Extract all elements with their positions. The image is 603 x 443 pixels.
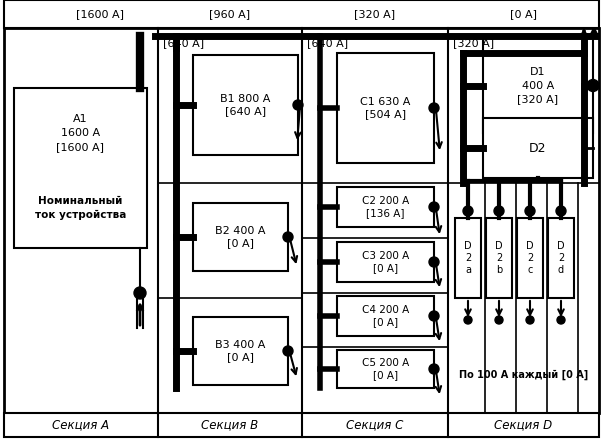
Text: C1 630 А
[504 А]: C1 630 А [504 А] — [361, 97, 411, 119]
Circle shape — [526, 316, 534, 324]
Bar — [193, 317, 288, 385]
Circle shape — [293, 100, 303, 110]
Circle shape — [494, 206, 504, 216]
Text: D
2
d: D 2 d — [557, 241, 565, 275]
Text: D
2
a: D 2 a — [464, 241, 472, 275]
Text: D
2
b: D 2 b — [495, 241, 503, 275]
Bar — [14, 88, 147, 248]
Text: По 100 А каждый [0 А]: По 100 А каждый [0 А] — [459, 370, 588, 380]
Text: B3 400 А
[0 А]: B3 400 А [0 А] — [215, 340, 266, 362]
Text: C2 200 А
[136 А]: C2 200 А [136 А] — [362, 196, 409, 218]
Circle shape — [429, 257, 439, 267]
Text: [1600 А]: [1600 А] — [76, 9, 124, 19]
Text: [320 А]: [320 А] — [355, 9, 396, 19]
Bar — [337, 296, 434, 336]
Text: D
2
c: D 2 c — [526, 241, 534, 275]
Circle shape — [587, 79, 599, 92]
Text: [960 А]: [960 А] — [209, 9, 251, 19]
Text: [0 А]: [0 А] — [510, 9, 537, 19]
Text: [640 А]: [640 А] — [307, 38, 348, 48]
Circle shape — [283, 232, 293, 242]
Bar — [193, 203, 288, 271]
Text: Секция B: Секция B — [201, 419, 259, 431]
Text: B1 800 А
[640 А]: B1 800 А [640 А] — [220, 94, 271, 116]
Text: B2 400 А
[0 А]: B2 400 А [0 А] — [215, 226, 266, 248]
Text: [640 А]: [640 А] — [163, 38, 204, 48]
Text: D2: D2 — [529, 141, 547, 155]
Bar — [337, 350, 434, 388]
Text: A1
1600 А
[1600 А]: A1 1600 А [1600 А] — [57, 114, 104, 152]
Bar — [337, 53, 434, 163]
Bar — [337, 242, 434, 282]
Bar — [548, 218, 574, 298]
Text: Секция A: Секция A — [52, 419, 110, 431]
Circle shape — [429, 103, 439, 113]
Bar — [483, 118, 593, 178]
Bar — [4, 28, 599, 413]
Circle shape — [429, 364, 439, 374]
Text: Секция D: Секция D — [494, 419, 552, 431]
Circle shape — [557, 316, 565, 324]
Bar — [483, 38, 593, 133]
Bar — [517, 218, 543, 298]
Bar — [4, 413, 599, 437]
Text: Секция C: Секция C — [346, 419, 403, 431]
Bar — [4, 0, 599, 28]
Circle shape — [429, 202, 439, 212]
Text: [320 А]: [320 А] — [453, 38, 494, 48]
Circle shape — [134, 287, 146, 299]
Circle shape — [495, 316, 503, 324]
Text: D1
400 А
[320 А]: D1 400 А [320 А] — [517, 66, 558, 105]
Text: C4 200 А
[0 А]: C4 200 А [0 А] — [362, 305, 409, 327]
Text: C5 200 А
[0 А]: C5 200 А [0 А] — [362, 358, 409, 380]
Circle shape — [283, 346, 293, 356]
Text: Номинальный
ток устройства: Номинальный ток устройства — [35, 196, 126, 220]
Bar — [337, 187, 434, 227]
Circle shape — [464, 316, 472, 324]
Bar — [455, 218, 481, 298]
Circle shape — [429, 311, 439, 321]
Circle shape — [463, 206, 473, 216]
Bar — [486, 218, 512, 298]
Bar — [193, 55, 298, 155]
Circle shape — [556, 206, 566, 216]
Text: C3 200 А
[0 А]: C3 200 А [0 А] — [362, 251, 409, 273]
Circle shape — [525, 206, 535, 216]
